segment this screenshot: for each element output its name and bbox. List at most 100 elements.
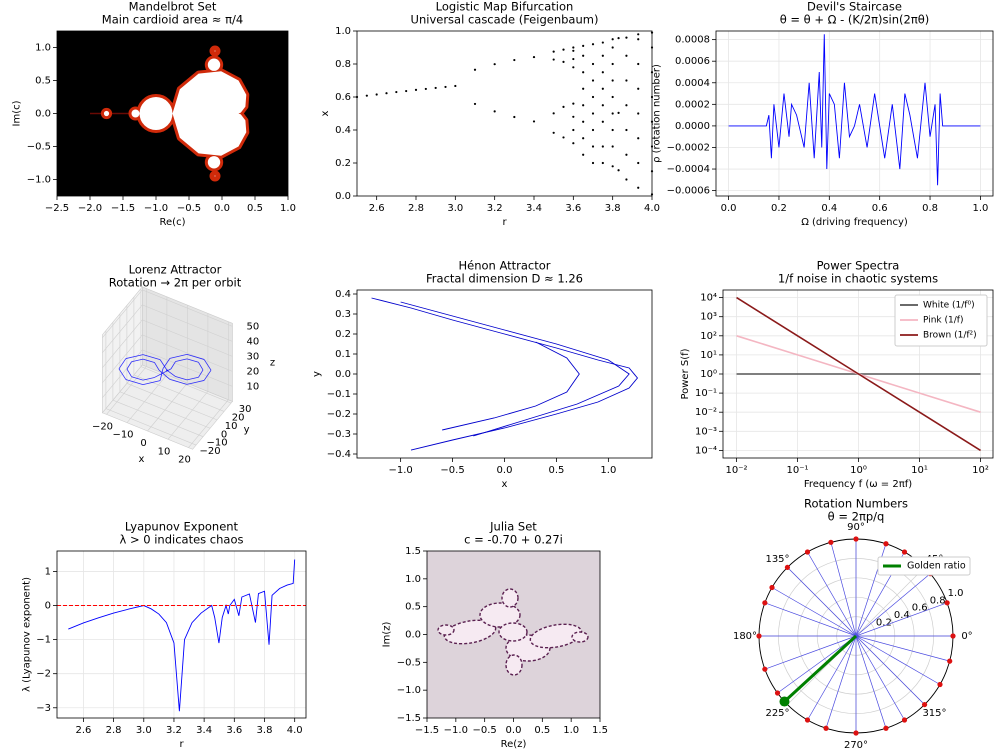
chart-subtitle: Main cardioid area ≈ π/4 bbox=[102, 13, 243, 27]
grid-line bbox=[133, 296, 225, 412]
r-tick-label: 0.8 bbox=[930, 595, 946, 606]
theta-tick-label: 0° bbox=[961, 631, 972, 642]
trajectory-segment bbox=[142, 377, 155, 381]
trajectory-segment bbox=[142, 354, 161, 360]
trajectory-segment bbox=[142, 358, 155, 363]
point bbox=[552, 131, 555, 134]
x-tick-label: −2.5 bbox=[45, 203, 69, 214]
point bbox=[582, 137, 585, 140]
trajectory-segment bbox=[186, 380, 205, 385]
theta-tick-label: 225° bbox=[765, 708, 789, 719]
y-tick-label: 0.0004 bbox=[675, 78, 710, 89]
y-tick-label: −0.2 bbox=[327, 409, 351, 420]
y-tick-label: −1 bbox=[36, 635, 51, 646]
point bbox=[582, 44, 585, 47]
grid-line bbox=[119, 313, 211, 429]
x-axis-label: r bbox=[502, 217, 507, 228]
point bbox=[625, 79, 628, 82]
y-tick-label: −0.0006 bbox=[667, 186, 710, 197]
x-tick-label: −20 bbox=[92, 421, 113, 432]
series-line bbox=[442, 341, 580, 431]
y-tick-label: 0.6 bbox=[335, 92, 351, 103]
rotation-point bbox=[756, 633, 762, 639]
point bbox=[414, 88, 418, 92]
y-tick-label: 1.0 bbox=[35, 43, 51, 54]
x-tick-label: 10⁻² bbox=[726, 465, 748, 476]
y-tick-label: 0.5 bbox=[405, 602, 421, 613]
y-tick-label: 10⁴ bbox=[700, 293, 717, 304]
rotation-point bbox=[937, 681, 943, 688]
y-tick-label: −0.0002 bbox=[667, 142, 710, 153]
legend-label: Pink (1/f) bbox=[923, 316, 963, 326]
point bbox=[601, 120, 604, 123]
y-tick-label: 30 bbox=[239, 404, 252, 415]
x-tick-label: 0.4 bbox=[821, 203, 837, 214]
point bbox=[493, 63, 496, 66]
rotation-spoke bbox=[764, 602, 857, 637]
rotation-spoke bbox=[855, 602, 948, 637]
y-tick-label: 0.2 bbox=[335, 329, 351, 340]
y-tick-label: 0.0 bbox=[35, 109, 51, 120]
point bbox=[473, 102, 477, 106]
y-tick-label: −10 bbox=[207, 438, 228, 449]
x-tick-label: 20 bbox=[178, 455, 191, 466]
point bbox=[637, 112, 640, 115]
x-tick-label: −1.5 bbox=[111, 203, 135, 214]
x-tick-label: 0.0 bbox=[506, 725, 522, 736]
point bbox=[637, 33, 640, 36]
y-axis-label: Im(c) bbox=[12, 100, 23, 126]
point bbox=[572, 46, 575, 49]
trajectory-segment bbox=[159, 368, 164, 381]
axes-frame bbox=[356, 289, 653, 459]
rotation-point bbox=[762, 600, 768, 606]
rotation-point bbox=[883, 541, 889, 547]
z-tick-label: 50 bbox=[247, 321, 260, 332]
trajectory-segment bbox=[126, 368, 132, 377]
julia-image bbox=[427, 551, 600, 718]
axes-frame bbox=[715, 30, 994, 197]
y-tick-label: −0.4 bbox=[327, 449, 351, 460]
rotation-spoke bbox=[807, 635, 857, 721]
point bbox=[625, 178, 628, 181]
y-tick-label: 1 bbox=[45, 566, 51, 577]
grid-line bbox=[105, 330, 197, 446]
point bbox=[637, 38, 640, 41]
y-axis-label: y bbox=[244, 424, 250, 435]
x-tick-label: 3.2 bbox=[166, 725, 182, 736]
trajectory-segment bbox=[170, 361, 176, 370]
z-tick-label: 40 bbox=[247, 336, 260, 347]
x-tick-label: 0.5 bbox=[247, 203, 263, 214]
point bbox=[625, 128, 628, 132]
point bbox=[385, 92, 388, 95]
x-tick-label: 10² bbox=[972, 465, 989, 476]
axes-frame bbox=[722, 289, 994, 459]
point bbox=[591, 161, 595, 165]
rotation-point bbox=[823, 725, 829, 731]
point bbox=[405, 89, 408, 93]
point bbox=[617, 36, 620, 40]
x-tick-label: 0.8 bbox=[922, 203, 938, 214]
x-tick-label: 2.8 bbox=[106, 725, 122, 736]
mandelbrot-image bbox=[57, 31, 288, 196]
y-tick-label: −1.0 bbox=[397, 685, 421, 696]
x-tick-label: 0.0 bbox=[721, 203, 737, 214]
chart-subtitle: Fractal dimension D ≈ 1.26 bbox=[426, 272, 583, 286]
x-tick-label: −2.0 bbox=[78, 203, 102, 214]
trajectory-segment bbox=[158, 369, 171, 380]
x-tick-label: −1.5 bbox=[415, 725, 439, 736]
rotation-point bbox=[853, 730, 859, 736]
point bbox=[493, 110, 496, 113]
x-tick-label: 1.0 bbox=[563, 725, 579, 736]
y-tick-label: 1.0 bbox=[335, 26, 351, 37]
y-tick-label: 10¹ bbox=[700, 350, 717, 361]
point bbox=[617, 169, 620, 172]
trajectory-segment bbox=[175, 376, 188, 381]
rotation-spoke bbox=[787, 567, 857, 637]
x-tick-label: 10 bbox=[158, 446, 171, 457]
z-tick-label: 20 bbox=[247, 366, 260, 377]
rotation-spoke bbox=[807, 551, 857, 637]
point bbox=[625, 36, 628, 39]
y-tick-label: −0.5 bbox=[27, 142, 51, 153]
x-axis-label: x bbox=[139, 454, 145, 465]
rotation-point bbox=[804, 549, 811, 555]
